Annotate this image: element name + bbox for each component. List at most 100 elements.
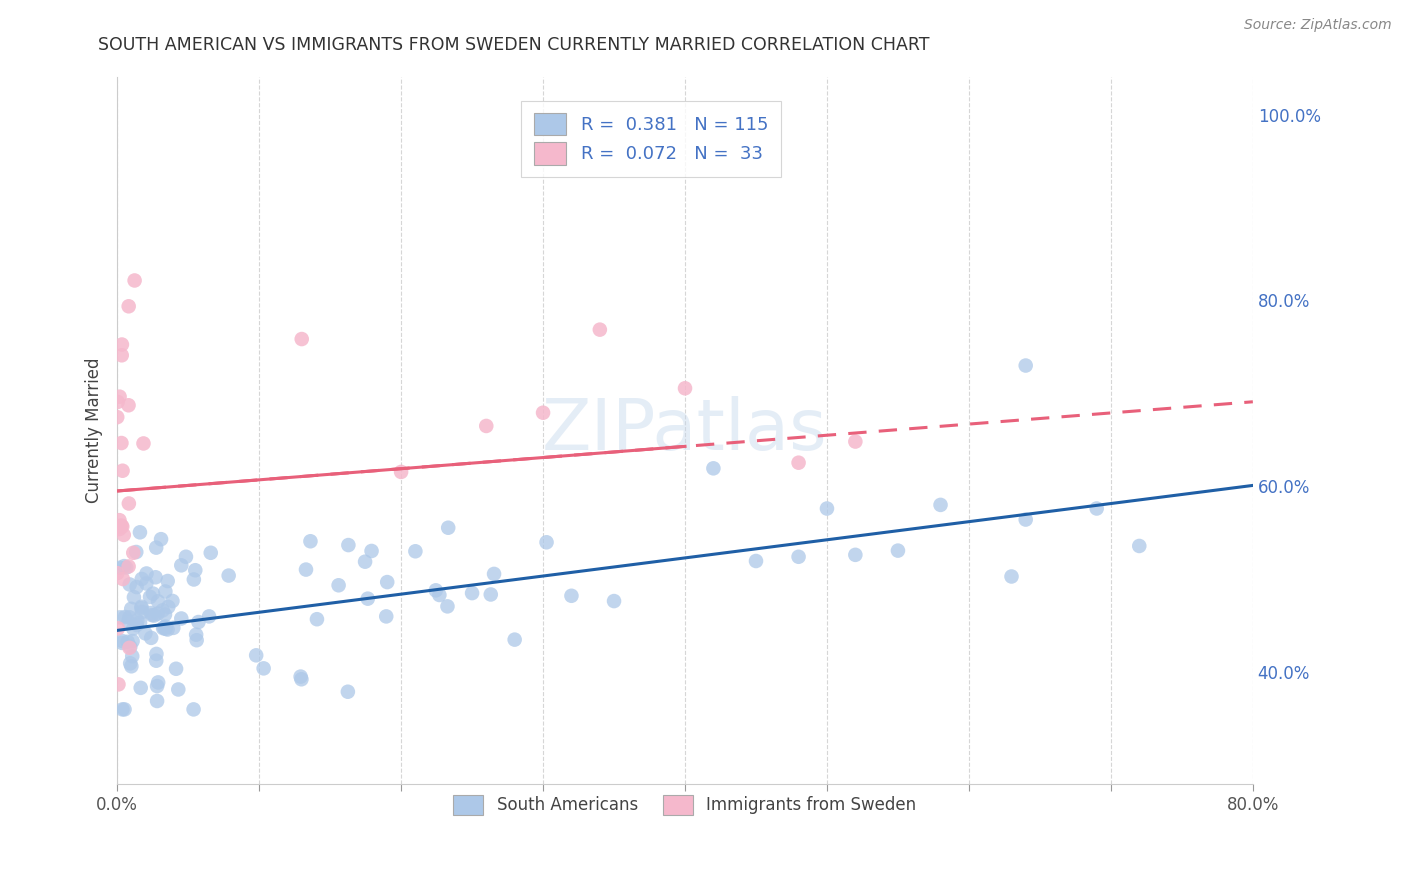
Point xyxy=(108,561,131,575)
Point xyxy=(146,694,169,708)
Point xyxy=(253,661,276,675)
Point xyxy=(129,615,152,630)
Point xyxy=(165,662,187,676)
Point xyxy=(118,496,141,510)
Point xyxy=(183,573,205,587)
Point xyxy=(156,574,179,588)
Point xyxy=(143,608,166,623)
Point xyxy=(131,572,153,586)
Point xyxy=(531,406,554,420)
Point xyxy=(461,586,484,600)
Point xyxy=(245,648,267,663)
Point xyxy=(122,591,145,605)
Point xyxy=(135,566,157,581)
Point xyxy=(328,578,350,592)
Point xyxy=(118,640,141,655)
Point xyxy=(218,568,240,582)
Point xyxy=(153,607,176,622)
Point xyxy=(437,521,460,535)
Point xyxy=(1128,539,1150,553)
Point xyxy=(120,602,142,616)
Point xyxy=(162,594,184,608)
Point xyxy=(129,681,152,695)
Point xyxy=(375,575,398,590)
Point xyxy=(118,610,141,624)
Point xyxy=(145,570,167,584)
Point xyxy=(198,609,221,624)
Point xyxy=(155,622,177,636)
Point xyxy=(183,702,205,716)
Point xyxy=(589,323,612,337)
Point xyxy=(155,619,177,633)
Text: SOUTH AMERICAN VS IMMIGRANTS FROM SWEDEN CURRENTLY MARRIED CORRELATION CHART: SOUTH AMERICAN VS IMMIGRANTS FROM SWEDEN… xyxy=(98,36,929,54)
Point xyxy=(157,599,180,614)
Point xyxy=(146,607,169,621)
Point xyxy=(131,605,153,619)
Point xyxy=(125,545,148,559)
Point xyxy=(139,590,162,604)
Point xyxy=(121,649,143,664)
Point xyxy=(145,647,167,661)
Point xyxy=(124,273,146,287)
Point xyxy=(146,594,169,608)
Point xyxy=(110,518,132,533)
Point xyxy=(114,610,136,624)
Point xyxy=(127,614,149,628)
Point xyxy=(150,532,173,546)
Point xyxy=(479,587,502,601)
Point xyxy=(186,628,208,642)
Point xyxy=(111,634,134,648)
Point xyxy=(111,337,134,351)
Point xyxy=(117,615,139,629)
Point xyxy=(121,634,143,648)
Point xyxy=(844,548,866,562)
Point xyxy=(305,612,328,626)
Point xyxy=(120,640,142,654)
Point xyxy=(404,544,426,558)
Point xyxy=(146,675,169,690)
Point xyxy=(1015,359,1038,373)
Point xyxy=(145,541,167,555)
Point xyxy=(167,682,190,697)
Point xyxy=(108,610,131,624)
Point xyxy=(336,684,359,698)
Point xyxy=(118,299,141,313)
Point xyxy=(187,615,209,629)
Point xyxy=(117,398,139,412)
Point xyxy=(560,589,582,603)
Point xyxy=(111,572,134,586)
Point xyxy=(337,538,360,552)
Point xyxy=(357,591,380,606)
Text: Source: ZipAtlas.com: Source: ZipAtlas.com xyxy=(1244,18,1392,32)
Point xyxy=(112,559,135,574)
Text: ZIPatlas: ZIPatlas xyxy=(543,396,828,465)
Point xyxy=(125,580,148,594)
Point xyxy=(354,555,377,569)
Point xyxy=(142,586,165,600)
Y-axis label: Currently Married: Currently Married xyxy=(86,358,103,503)
Point xyxy=(131,599,153,614)
Point xyxy=(290,670,312,684)
Point xyxy=(482,566,505,581)
Point xyxy=(141,631,163,645)
Point xyxy=(153,620,176,634)
Point xyxy=(787,456,810,470)
Point xyxy=(110,436,132,450)
Point xyxy=(105,410,128,425)
Point xyxy=(139,606,162,620)
Point xyxy=(152,603,174,617)
Point xyxy=(429,588,451,602)
Point xyxy=(111,348,134,362)
Point xyxy=(1085,501,1108,516)
Point xyxy=(295,563,318,577)
Point xyxy=(162,621,184,635)
Point xyxy=(375,609,398,624)
Point xyxy=(299,534,322,549)
Point xyxy=(122,546,145,560)
Point xyxy=(115,560,138,574)
Point xyxy=(132,436,155,450)
Point xyxy=(146,679,169,693)
Point xyxy=(117,634,139,648)
Point xyxy=(129,525,152,540)
Point xyxy=(107,395,129,409)
